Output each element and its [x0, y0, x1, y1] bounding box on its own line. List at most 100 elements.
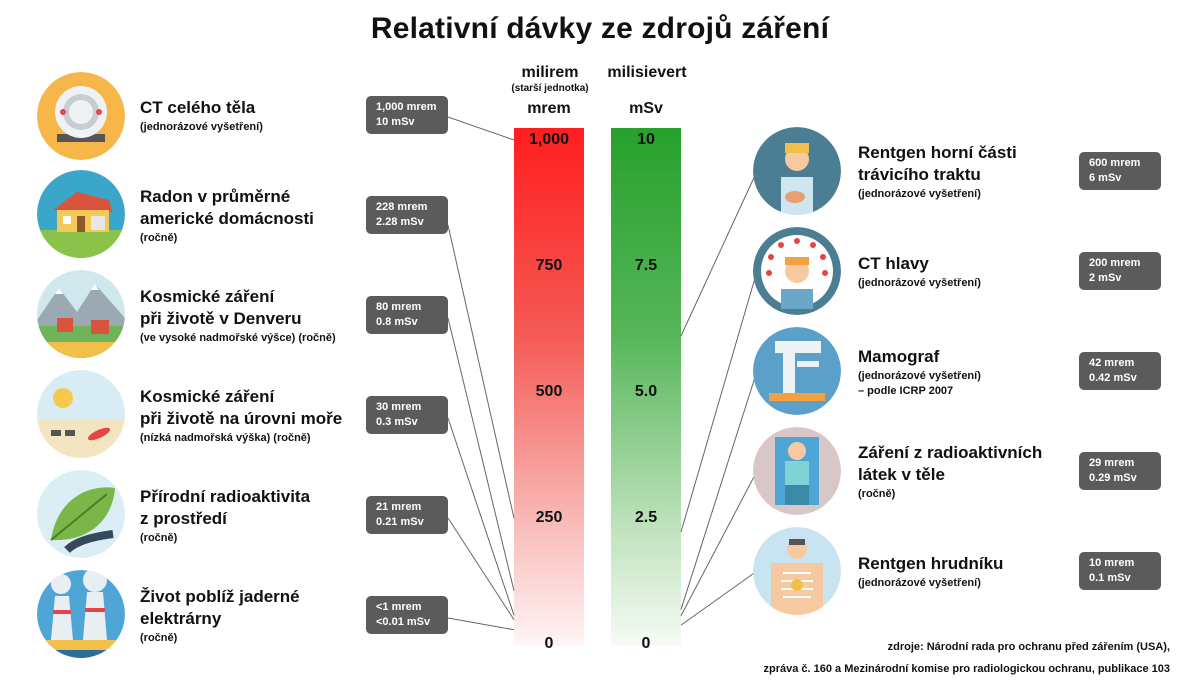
natural-sub: (ročně) — [140, 532, 178, 544]
connector-line-left-0 — [447, 116, 515, 141]
connector-line-left-1 — [447, 224, 515, 519]
chest-xray-sub: (jednorázové vyšetření) — [858, 577, 981, 589]
msv-scale-bar — [611, 128, 681, 646]
head-ct-label: CT hlavy (jednorázové vyšetření) — [858, 253, 981, 291]
mrem-tick-750: 750 — [535, 257, 563, 274]
natural-dose-badge: 21 mrem 0.21 mSv — [366, 496, 448, 534]
mrem-header-name: milirem — [521, 64, 579, 81]
chest-xray-icon — [753, 527, 841, 615]
msv-tick-5: 5.0 — [634, 383, 658, 400]
radon-sub: (ročně) — [140, 232, 178, 244]
upper-gi-dose-badge: 600 mrem 6 mSv — [1079, 152, 1161, 190]
ct-body-dose-badge: 1,000 mrem 10 mSv — [366, 96, 448, 134]
nuclear-plant-label: Život poblíž jaderné elektrárny (ročně) — [140, 586, 300, 646]
mrem-tick-500: 500 — [535, 383, 563, 400]
mrem-column-header: milirem (starší jednotka) — [500, 64, 600, 94]
chest-xray-title: Rentgen hrudníku — [858, 554, 1004, 573]
nuclear-plant-sub: (ročně) — [140, 632, 178, 644]
dose-mrem: 30 mrem — [376, 401, 422, 413]
denver-title: Kosmické záření — [140, 287, 275, 306]
body-radiation-title-2: látek v těle — [858, 465, 945, 484]
nuclear-plant-title: Život poblíž jaderné — [140, 587, 300, 606]
sea-level-dose-badge: 30 mrem 0.3 mSv — [366, 396, 448, 434]
body-radiation-title: Záření z radioaktivních — [858, 443, 1043, 462]
dose-msv: <0.01 mSv — [376, 616, 431, 628]
connector-line-right-1 — [680, 270, 758, 533]
ct-body-label: CT celého těla (jednorázové vyšetření) — [140, 97, 263, 135]
mammograph-icon — [753, 327, 841, 415]
connector-line-right-0 — [680, 170, 758, 337]
sea-level-label: Kosmické záření při životě na úrovni moř… — [140, 386, 342, 446]
body-radiation-label: Záření z radioaktivních látek v těle (ro… — [858, 442, 1042, 502]
body-radiation-sub: (ročně) — [858, 488, 896, 500]
source-line-1: zdroje: Národní rada pro ochranu před zá… — [887, 641, 1170, 653]
body-radiation-icon — [753, 427, 841, 515]
nuclear-plant-dose-badge: <1 mrem <0.01 mSv — [366, 596, 448, 634]
body-radiation-dose-badge: 29 mrem 0.29 mSv — [1079, 452, 1161, 490]
ct-body-title: CT celého těla — [140, 98, 256, 117]
denver-label: Kosmické záření při životě v Denveru (ve… — [140, 286, 336, 346]
natural-title-2: z prostředí — [140, 509, 227, 528]
natural-title: Přírodní radioaktivita — [140, 487, 311, 506]
chest-xray-dose-badge: 10 mrem 0.1 mSv — [1079, 552, 1161, 590]
connector-line-right-4 — [680, 570, 758, 626]
head-ct-icon — [753, 227, 841, 315]
dose-msv: 2 mSv — [1089, 272, 1122, 284]
sea-level-title-2: při životě na úrovni moře — [140, 409, 343, 428]
source-line-2: zpráva č. 160 a Mezinárodní komise pro r… — [763, 663, 1170, 675]
chest-xray-label: Rentgen hrudníku (jednorázové vyšetření) — [858, 553, 1003, 591]
denver-title-2: při životě v Denveru — [140, 309, 302, 328]
sea-level-sub: (nízká nadmořská výška) (ročně) — [140, 432, 311, 444]
denver-dose-badge: 80 mrem 0.8 mSv — [366, 296, 448, 334]
dose-mrem: 1,000 mrem — [376, 101, 437, 113]
upper-gi-label: Rentgen horní části trávicího traktu (je… — [858, 142, 1017, 202]
msv-tick-10: 10 — [637, 131, 655, 148]
dose-msv: 0.42 mSv — [1089, 372, 1137, 384]
dose-mrem: 21 mrem — [376, 501, 422, 513]
dose-mrem: 29 mrem — [1089, 457, 1135, 469]
head-ct-dose-badge: 200 mrem 2 mSv — [1079, 252, 1161, 290]
dose-mrem: 80 mrem — [376, 301, 422, 313]
dose-msv: 0.8 mSv — [376, 316, 418, 328]
dose-mrem: 200 mrem — [1089, 257, 1141, 269]
dose-mrem: 42 mrem — [1089, 357, 1135, 369]
connector-line-left-3 — [447, 417, 515, 616]
dose-msv: 0.21 mSv — [376, 516, 424, 528]
house-icon — [37, 170, 125, 258]
mrem-scale-bar — [514, 128, 584, 646]
connector-line-left-2 — [447, 317, 515, 591]
mammograph-sub: (jednorázové vyšetření) — [858, 370, 981, 382]
radon-label: Radon v průměrné americké domácnosti (ro… — [140, 186, 314, 246]
mrem-unit: mrem — [527, 100, 571, 117]
mammograph-dose-badge: 42 mrem 0.42 mSv — [1079, 352, 1161, 390]
ct-body-sub: (jednorázové vyšetření) — [140, 121, 263, 133]
dose-mrem: 228 mrem — [376, 201, 428, 213]
mammograph-label: Mamograf (jednorázové vyšetření) – podle… — [858, 346, 981, 399]
head-ct-title: CT hlavy — [858, 254, 929, 273]
sea-level-title: Kosmické záření — [140, 387, 275, 406]
msv-column-header: milisievert — [597, 64, 697, 82]
radon-title-2: americké domácnosti — [140, 209, 314, 228]
upper-gi-title: Rentgen horní části — [858, 143, 1017, 162]
patient-abdomen-icon — [753, 127, 841, 215]
head-ct-sub: (jednorázové vyšetření) — [858, 277, 981, 289]
mrem-header-note: (starší jednotka) — [511, 83, 589, 94]
mrem-tick-250: 250 — [535, 509, 563, 526]
dose-msv: 6 mSv — [1089, 172, 1122, 184]
msv-unit: mSv — [629, 100, 663, 117]
radon-title: Radon v průměrné — [140, 187, 291, 206]
mrem-tick-1000: 1,000 — [528, 131, 570, 148]
msv-header-name: milisievert — [607, 64, 687, 81]
mountain-town-icon — [37, 270, 125, 358]
connector-line-left-5 — [447, 617, 515, 631]
dose-msv: 0.1 mSv — [1089, 572, 1131, 584]
ct-scanner-icon — [37, 72, 125, 160]
nuclear-plant-title-2: elektrárny — [140, 609, 222, 628]
dose-mrem: 600 mrem — [1089, 157, 1141, 169]
msv-tick-2-5: 2.5 — [634, 509, 658, 526]
dose-mrem: <1 mrem — [376, 601, 422, 613]
page-title: Relativní dávky ze zdrojů záření — [370, 12, 830, 45]
connector-line-right-3 — [680, 470, 758, 617]
dose-msv: 0.3 mSv — [376, 416, 418, 428]
radon-dose-badge: 228 mrem 2.28 mSv — [366, 196, 448, 234]
